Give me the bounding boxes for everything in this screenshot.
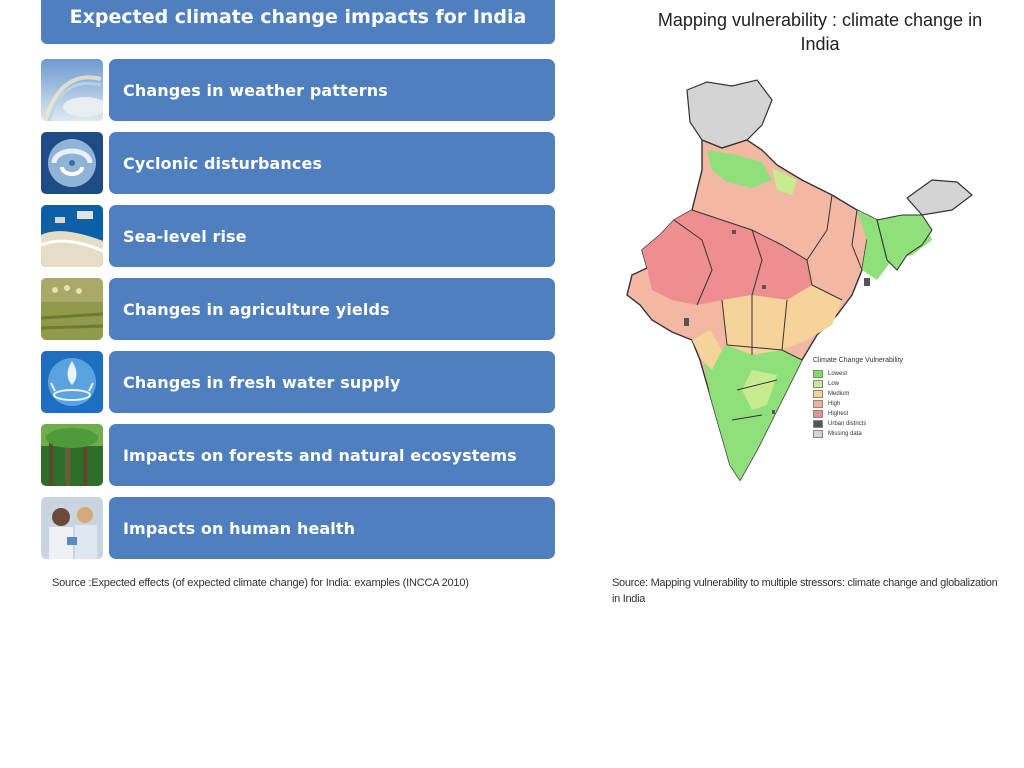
legend-swatch bbox=[813, 390, 823, 398]
health-worker-icon bbox=[41, 497, 103, 559]
impact-row-forests: Impacts on forests and natural ecosystem… bbox=[41, 424, 555, 486]
impact-label: Impacts on forests and natural ecosystem… bbox=[109, 424, 555, 486]
legend-item-urban: Urban districts bbox=[813, 419, 943, 429]
coastline-icon bbox=[41, 205, 103, 267]
impact-row-weather: Changes in weather patterns bbox=[41, 59, 555, 121]
impact-label: Changes in fresh water supply bbox=[109, 351, 555, 413]
impact-label: Changes in agriculture yields bbox=[109, 278, 555, 340]
impact-row-health: Impacts on human health bbox=[41, 497, 555, 559]
impacts-panel: Expected climate change impacts for Indi… bbox=[41, 0, 555, 589]
impact-label: Impacts on human health bbox=[109, 497, 555, 559]
legend-label: Lowest bbox=[828, 371, 848, 377]
legend-swatch bbox=[813, 380, 823, 388]
legend-swatch bbox=[813, 420, 823, 428]
legend-item-lowest: Lowest bbox=[813, 369, 943, 379]
impact-label: Cyclonic disturbances bbox=[109, 132, 555, 194]
impact-row-agriculture: Changes in agriculture yields bbox=[41, 278, 555, 340]
map-source: Source: Mapping vulnerability to multipl… bbox=[612, 577, 998, 605]
legend-label: Missing data bbox=[828, 431, 862, 437]
map-title: Mapping vulnerability : climate change i… bbox=[657, 10, 983, 54]
impact-label: Changes in weather patterns bbox=[109, 59, 555, 121]
legend-swatch bbox=[813, 410, 823, 418]
legend-item-low: Low bbox=[813, 379, 943, 389]
legend-label: High bbox=[828, 401, 841, 407]
impact-row-cyclone: Cyclonic disturbances bbox=[41, 132, 555, 194]
water-splash-icon bbox=[41, 351, 103, 413]
legend-swatch bbox=[813, 370, 823, 378]
legend-item-high: High bbox=[813, 399, 943, 409]
impacts-source: Source :Expected effects (of expected cl… bbox=[52, 577, 469, 589]
rainbow-sky-icon bbox=[41, 59, 103, 121]
crop-field-icon bbox=[41, 278, 103, 340]
legend-title: Climate Change Vulnerability bbox=[813, 357, 904, 364]
legend-swatch bbox=[813, 400, 823, 408]
legend-swatch bbox=[813, 430, 823, 438]
impact-row-sea-level: Sea-level rise bbox=[41, 205, 555, 267]
legend-item-missing: Missing data bbox=[813, 429, 943, 439]
impacts-title: Expected climate change impacts for Indi… bbox=[41, 0, 555, 44]
legend-label: Highest bbox=[828, 411, 849, 417]
legend-label: Low bbox=[828, 381, 840, 387]
impact-row-water: Changes in fresh water supply bbox=[41, 351, 555, 413]
legend-item-highest: Highest bbox=[813, 409, 943, 419]
legend-label: Urban districts bbox=[828, 421, 867, 427]
map-legend: Climate Change Vulnerability Lowest Low … bbox=[813, 357, 943, 439]
india-vulnerability-map bbox=[612, 70, 992, 500]
forest-icon bbox=[41, 424, 103, 486]
impact-label: Sea-level rise bbox=[109, 205, 555, 267]
legend-label: Medium bbox=[828, 391, 850, 397]
legend-item-medium: Medium bbox=[813, 389, 943, 399]
cyclone-icon bbox=[41, 132, 103, 194]
